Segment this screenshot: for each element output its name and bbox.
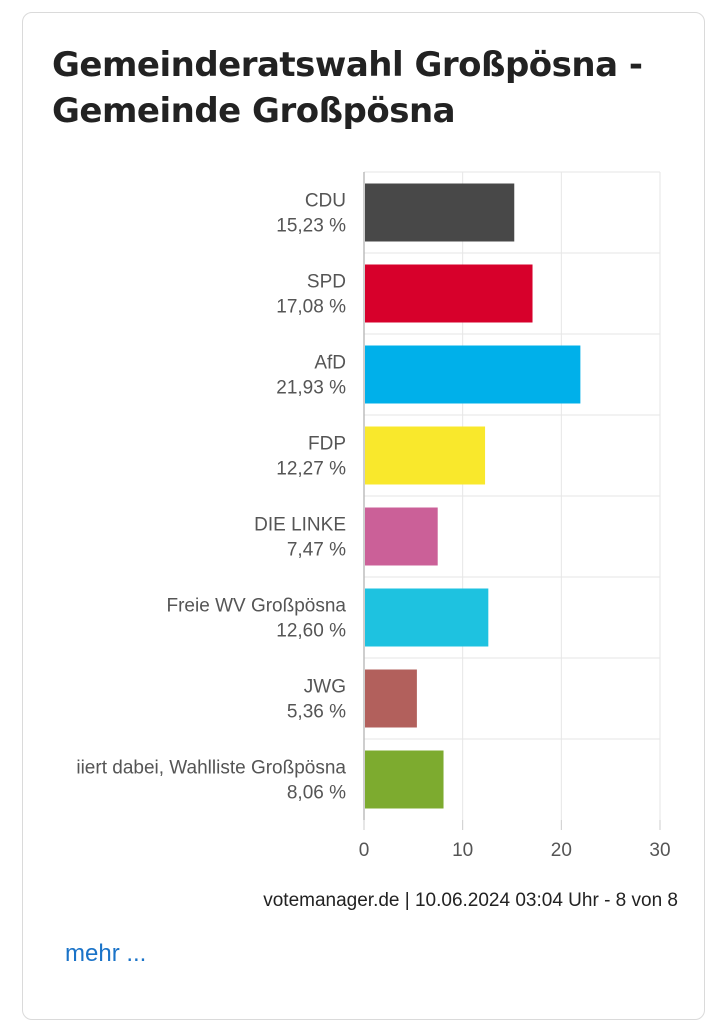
bar: [365, 669, 417, 728]
value-label: 12,60 %: [276, 621, 346, 642]
category-label: DIE LINKE: [254, 515, 346, 536]
category-label: AfD: [314, 353, 346, 374]
value-label: 12,27 %: [276, 459, 346, 480]
category-label: SPD: [307, 272, 346, 293]
value-label: 17,08 %: [276, 297, 346, 318]
bar: [365, 588, 489, 647]
bar: [365, 507, 438, 566]
category-label: CDU: [305, 191, 346, 212]
chart-title-line-2: Gemeinde Großpösna: [52, 91, 456, 131]
source-info: votemanager.de | 10.06.2024 03:04 Uhr - …: [263, 890, 678, 911]
category-label: JWG: [304, 677, 346, 698]
chart-title-line-1: Gemeinderatswahl Großpösna -: [52, 45, 643, 85]
bar-chart: 0 10 20 30 CDU 15,23 % SPD 17,08 % AfD 21,93 % FDP…: [76, 171, 671, 861]
value-label: 21,93 %: [276, 378, 346, 399]
x-tick-label: 10: [452, 840, 473, 861]
value-label: 5,36 %: [287, 702, 346, 723]
bar: [365, 426, 486, 485]
bar: [365, 264, 533, 323]
value-label: 8,06 %: [287, 783, 346, 804]
chart-title: Gemeinderatswahl Großpösna - Gemeinde Gr…: [52, 42, 652, 134]
bar: [365, 345, 581, 404]
value-label: 7,47 %: [287, 540, 346, 561]
x-tick-label: 0: [359, 840, 370, 861]
category-label: Freie WV Großpösna: [167, 596, 347, 617]
more-link[interactable]: mehr ...: [65, 940, 147, 967]
category-label: iiert dabei, Wahlliste Großpösna: [76, 758, 346, 779]
category-label: FDP: [308, 434, 346, 455]
bar: [365, 750, 444, 809]
x-tick-label: 30: [649, 840, 670, 861]
x-tick-label: 20: [551, 840, 572, 861]
bar: [365, 183, 515, 242]
value-label: 15,23 %: [276, 216, 346, 237]
